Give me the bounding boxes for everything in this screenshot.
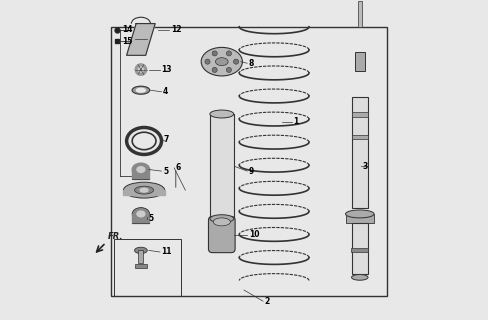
Text: 8: 8 xyxy=(249,59,254,68)
Text: 9: 9 xyxy=(249,167,254,176)
Ellipse shape xyxy=(123,182,164,198)
Ellipse shape xyxy=(132,86,150,94)
Circle shape xyxy=(226,68,231,72)
Bar xyxy=(123,190,164,195)
Ellipse shape xyxy=(210,215,234,223)
Text: 7: 7 xyxy=(163,135,168,144)
Text: 3: 3 xyxy=(363,162,368,171)
Bar xyxy=(352,135,368,140)
Bar xyxy=(351,248,368,252)
Ellipse shape xyxy=(346,210,374,218)
Bar xyxy=(352,112,368,117)
Ellipse shape xyxy=(132,163,150,176)
Ellipse shape xyxy=(213,218,230,226)
Ellipse shape xyxy=(135,186,154,194)
Bar xyxy=(139,251,143,263)
Circle shape xyxy=(212,51,217,56)
Circle shape xyxy=(139,67,143,72)
Text: 6: 6 xyxy=(176,164,181,172)
Ellipse shape xyxy=(210,110,234,118)
Ellipse shape xyxy=(201,47,243,76)
Text: 15: 15 xyxy=(122,36,132,45)
Bar xyxy=(352,97,368,208)
Bar xyxy=(355,52,365,71)
Text: 4: 4 xyxy=(163,87,168,96)
Bar xyxy=(358,1,362,27)
Ellipse shape xyxy=(135,247,147,253)
Ellipse shape xyxy=(351,275,368,280)
Ellipse shape xyxy=(132,208,150,220)
Circle shape xyxy=(205,59,210,64)
Bar xyxy=(132,214,149,223)
Text: 2: 2 xyxy=(264,297,270,306)
Circle shape xyxy=(212,68,217,72)
Text: 11: 11 xyxy=(162,247,172,257)
Ellipse shape xyxy=(215,58,228,66)
Text: 1: 1 xyxy=(293,117,299,126)
Text: FR.: FR. xyxy=(107,232,123,241)
Ellipse shape xyxy=(137,211,145,217)
Bar xyxy=(352,223,368,274)
Circle shape xyxy=(234,59,239,64)
Polygon shape xyxy=(126,24,155,55)
Bar xyxy=(135,264,146,268)
Bar xyxy=(346,214,374,223)
Ellipse shape xyxy=(137,167,145,172)
Text: 5: 5 xyxy=(163,167,168,176)
Ellipse shape xyxy=(140,188,148,192)
Circle shape xyxy=(135,64,146,75)
Bar xyxy=(132,170,149,179)
Text: 13: 13 xyxy=(162,65,172,74)
Bar xyxy=(210,114,234,219)
Circle shape xyxy=(226,51,231,56)
Text: 12: 12 xyxy=(171,25,182,35)
Text: 10: 10 xyxy=(249,230,259,239)
Ellipse shape xyxy=(137,88,145,92)
Text: 5: 5 xyxy=(149,214,154,223)
FancyBboxPatch shape xyxy=(208,216,235,252)
Text: 14: 14 xyxy=(122,25,132,35)
